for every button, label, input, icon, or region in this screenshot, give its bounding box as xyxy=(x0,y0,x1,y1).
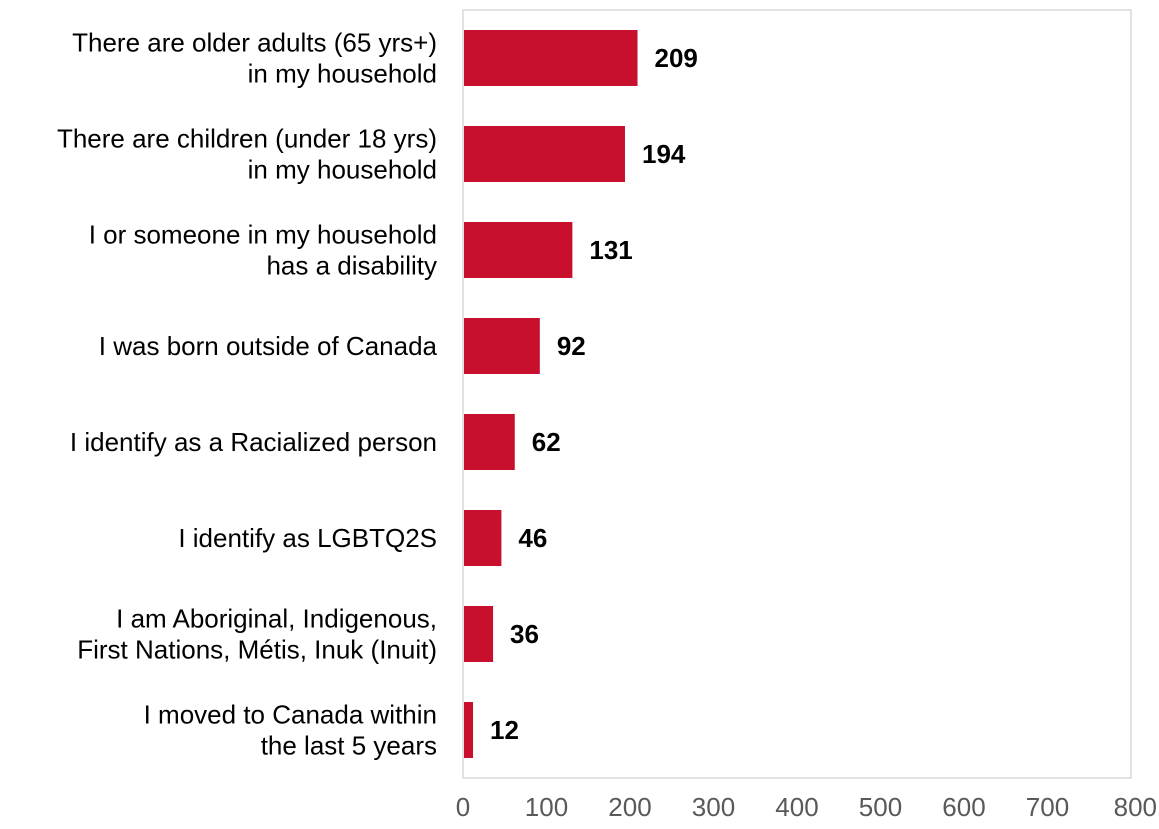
category-label: There are older adults (65 yrs+) in my ho… xyxy=(72,28,437,89)
x-tick-label: 100 xyxy=(525,792,568,822)
value-labels-layer: 209 194 131 92 62 46 36 12 xyxy=(490,43,698,745)
category-label-line: First Nations, Métis, Inuk (Inuit) xyxy=(77,635,437,665)
bar xyxy=(464,702,474,758)
data-label: 46 xyxy=(518,523,547,553)
x-axis-ticks: 0 100 200 300 400 500 600 700 800 xyxy=(456,792,1157,822)
data-label: 12 xyxy=(490,715,519,745)
bar xyxy=(464,606,494,662)
category-label-line: I am Aboriginal, Indigenous, xyxy=(116,604,437,634)
category-label-line: I identify as a Racialized person xyxy=(70,427,437,457)
bar xyxy=(464,30,638,86)
data-label: 209 xyxy=(655,43,698,73)
bar xyxy=(464,510,502,566)
x-tick-label: 200 xyxy=(608,792,651,822)
category-labels-layer: There are older adults (65 yrs+) in my ho… xyxy=(57,28,438,761)
category-label-line: I moved to Canada within xyxy=(144,700,437,730)
category-label-line: in my household xyxy=(248,155,437,185)
category-label-line: I was born outside of Canada xyxy=(99,331,438,361)
x-tick-label: 800 xyxy=(1114,792,1157,822)
bar xyxy=(464,318,540,374)
category-label-line: I or someone in my household xyxy=(89,220,437,250)
data-label: 62 xyxy=(532,427,561,457)
category-label-line: the last 5 years xyxy=(261,731,437,761)
category-label: I moved to Canada within the last 5 years xyxy=(144,700,437,761)
category-label: There are children (under 18 yrs) in my h… xyxy=(57,124,437,185)
data-label: 131 xyxy=(589,235,632,265)
bars-layer xyxy=(464,30,638,758)
category-label: I am Aboriginal, Indigenous, First Nation… xyxy=(77,604,437,665)
bar xyxy=(464,126,625,182)
category-label-line: There are children (under 18 yrs) xyxy=(57,124,437,154)
category-label-line: There are older adults (65 yrs+) xyxy=(72,28,437,58)
data-label: 92 xyxy=(557,331,586,361)
x-tick-label: 400 xyxy=(775,792,818,822)
x-tick-label: 700 xyxy=(1026,792,1069,822)
category-label-line: I identify as LGBTQ2S xyxy=(178,523,437,553)
x-tick-label: 0 xyxy=(456,792,470,822)
data-label: 36 xyxy=(510,619,539,649)
plot-frame xyxy=(462,9,1132,779)
x-tick-label: 300 xyxy=(692,792,735,822)
category-label: I identify as LGBTQ2S xyxy=(178,523,437,553)
category-label-line: has a disability xyxy=(266,251,437,281)
category-label: I identify as a Racialized person xyxy=(70,427,437,457)
x-tick-label: 600 xyxy=(942,792,985,822)
category-label: I was born outside of Canada xyxy=(99,331,438,361)
bar xyxy=(464,414,515,470)
category-label-line: in my household xyxy=(248,59,437,89)
x-tick-label: 500 xyxy=(859,792,902,822)
data-label: 194 xyxy=(642,139,686,169)
bar xyxy=(464,222,573,278)
category-label: I or someone in my household has a disabi… xyxy=(89,220,437,281)
